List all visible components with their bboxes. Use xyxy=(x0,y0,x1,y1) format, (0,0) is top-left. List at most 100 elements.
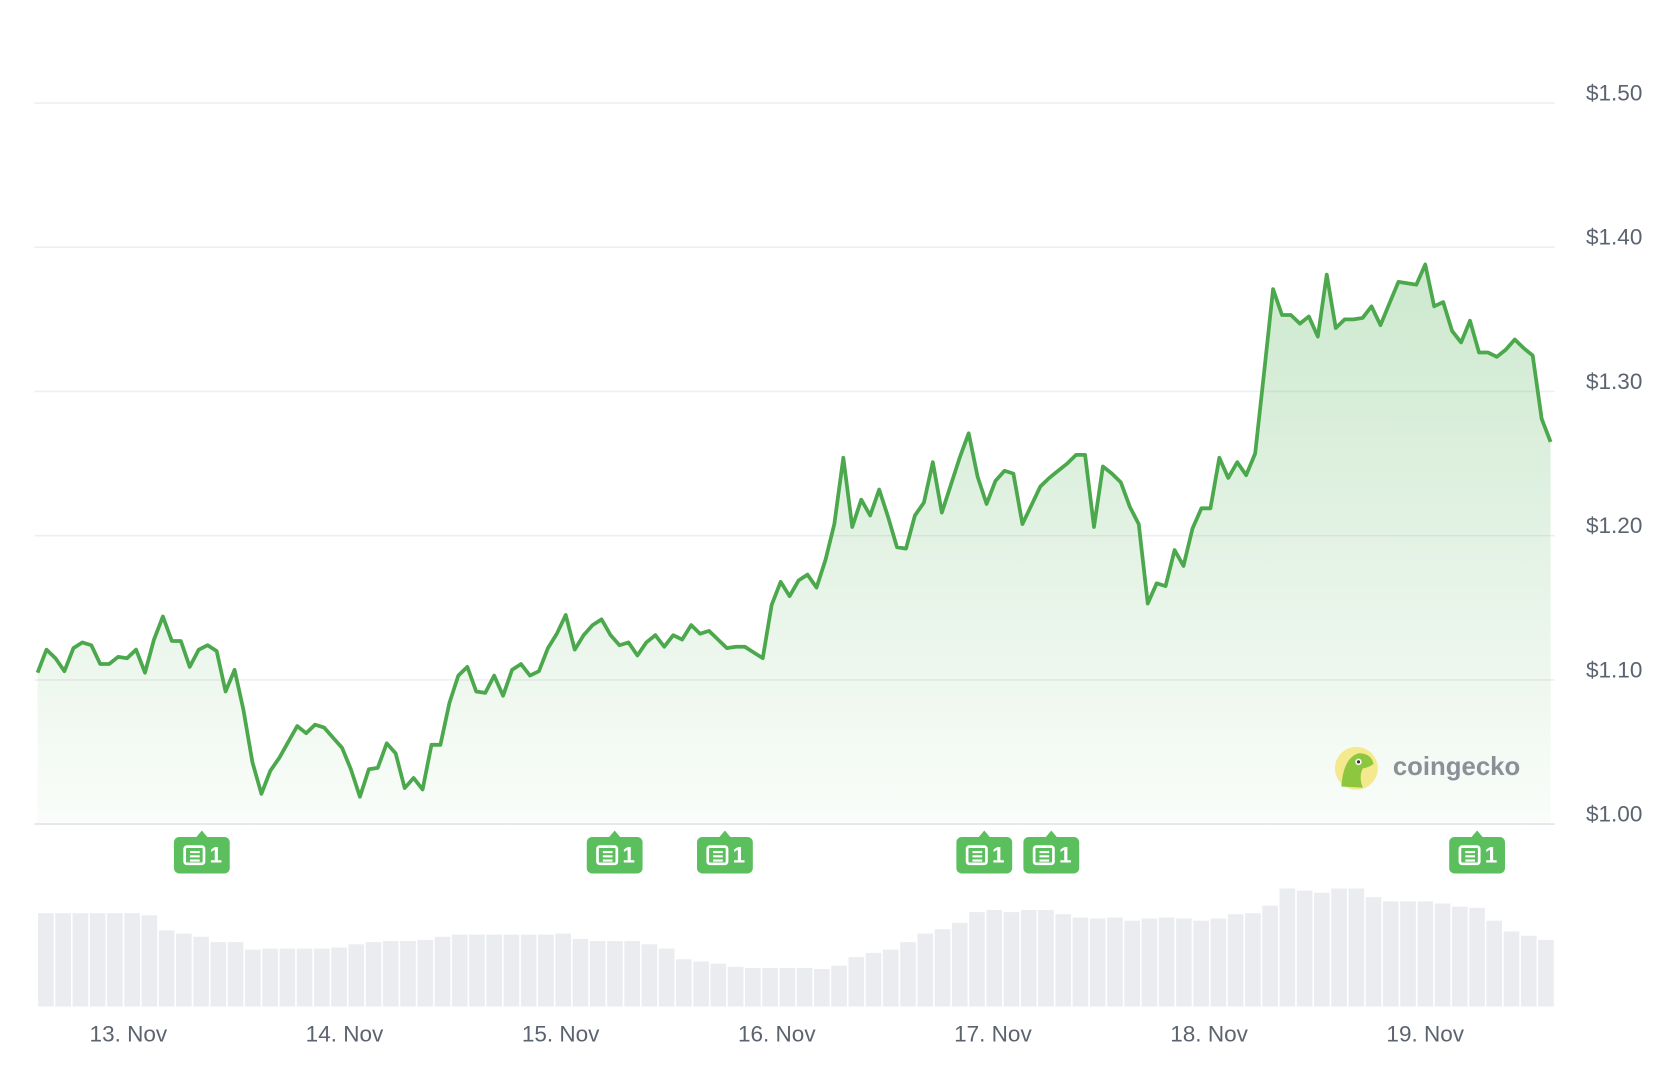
volume-bar xyxy=(382,941,399,1007)
x-tick-label: 18. Nov xyxy=(1170,1021,1248,1046)
y-tick-label: $1.30 xyxy=(1586,369,1642,394)
volume-bar xyxy=(934,929,951,1007)
volume-bar xyxy=(1469,907,1485,1007)
volume-bar xyxy=(313,948,330,1007)
volume-bar xyxy=(279,948,296,1007)
news-badge[interactable]: 1 xyxy=(173,830,230,874)
volume-bar xyxy=(1451,906,1468,1007)
news-badge[interactable]: 1 xyxy=(956,830,1013,874)
news-icon-lines xyxy=(1039,850,1050,862)
news-count: 1 xyxy=(1485,842,1498,867)
volume-bar xyxy=(796,967,813,1007)
volume-bar xyxy=(727,966,744,1007)
x-tick-label: 14. Nov xyxy=(306,1021,384,1046)
volume-bar xyxy=(814,968,830,1007)
news-badge[interactable]: 1 xyxy=(586,830,643,874)
volume-bar xyxy=(624,941,640,1007)
volume-bar xyxy=(124,913,140,1007)
volume-bar xyxy=(72,913,89,1007)
news-badge-pointer xyxy=(195,830,209,839)
volume-bar xyxy=(1020,909,1037,1007)
volume-bar xyxy=(882,949,899,1007)
y-tick-label: $1.10 xyxy=(1586,657,1642,682)
volume-bar xyxy=(1072,917,1089,1007)
volume-bar xyxy=(107,913,123,1007)
volume-bar xyxy=(1210,918,1227,1007)
news-icon-lines xyxy=(190,850,200,862)
news-count: 1 xyxy=(622,842,635,867)
price-area xyxy=(37,264,1551,825)
volume-bar xyxy=(779,967,796,1007)
volume-bar xyxy=(1382,901,1399,1007)
volume-bar xyxy=(572,938,589,1007)
volume-bar xyxy=(141,915,158,1007)
news-icon xyxy=(1458,845,1481,866)
volume-bar xyxy=(1296,890,1313,1007)
x-tick-label: 16. Nov xyxy=(738,1021,816,1046)
volume-bar xyxy=(1107,917,1123,1007)
volume-bar xyxy=(262,948,278,1007)
volume-bar xyxy=(1434,903,1451,1007)
volume-bar xyxy=(193,936,209,1007)
volume-bar xyxy=(1262,905,1278,1007)
volume-bar xyxy=(693,961,709,1007)
volume-bar xyxy=(486,934,503,1007)
volume-bar xyxy=(710,963,727,1007)
volume-bar xyxy=(227,942,244,1007)
volume-bar xyxy=(245,949,261,1007)
news-count: 1 xyxy=(1059,842,1072,867)
volume-bar xyxy=(555,933,572,1007)
price-line xyxy=(35,262,1553,799)
volume-bar xyxy=(762,967,778,1007)
volume-bar xyxy=(400,941,416,1007)
news-badge-pointer xyxy=(718,830,732,839)
news-icon-lines xyxy=(602,850,613,862)
volume-bar xyxy=(538,934,554,1007)
volume-bar xyxy=(38,913,54,1007)
volume-bar xyxy=(745,967,761,1007)
volume-bar xyxy=(951,922,968,1007)
volume-bar xyxy=(1089,918,1106,1007)
volume-bar xyxy=(1158,917,1175,1007)
news-badge[interactable]: 1 xyxy=(1449,830,1505,874)
x-tick-label: 15. Nov xyxy=(522,1021,600,1046)
volume-bar xyxy=(1348,888,1365,1007)
news-badge-pointer xyxy=(977,830,991,839)
volume-bar xyxy=(658,948,675,1007)
volume-bar xyxy=(1486,920,1503,1007)
volume-bar xyxy=(831,965,847,1007)
volume-bar xyxy=(1503,931,1520,1007)
news-count: 1 xyxy=(992,842,1005,867)
watermark-logo xyxy=(1334,746,1378,790)
news-icon xyxy=(706,845,729,866)
volume-bar xyxy=(158,930,175,1007)
volume-bar xyxy=(1055,914,1072,1007)
volume-bar xyxy=(89,913,106,1007)
volume-bar xyxy=(589,941,606,1007)
y-tick-label: $1.50 xyxy=(1586,80,1642,105)
volume-bar xyxy=(365,942,382,1007)
volume-bar xyxy=(865,952,882,1007)
volume-bar xyxy=(1331,888,1347,1007)
volume-bar xyxy=(917,933,934,1007)
x-tick-label: 17. Nov xyxy=(954,1021,1032,1046)
news-icon xyxy=(1032,845,1055,866)
news-icon xyxy=(596,845,619,866)
news-badge-pointer xyxy=(608,830,622,839)
watermark-text: coingecko xyxy=(1393,753,1520,781)
news-badge[interactable]: 1 xyxy=(1023,830,1080,874)
volume-bar xyxy=(1003,912,1020,1007)
news-icon xyxy=(183,845,206,866)
volume-bar xyxy=(900,942,916,1007)
volume-bar xyxy=(434,936,451,1007)
x-tick-label: 13. Nov xyxy=(90,1021,168,1046)
y-tick-label: $1.40 xyxy=(1586,225,1642,250)
news-badge[interactable]: 1 xyxy=(697,830,753,874)
volume-bar xyxy=(676,959,692,1007)
volume-bar xyxy=(969,912,985,1007)
volume-bar xyxy=(296,948,313,1007)
volume-bar xyxy=(1227,914,1244,1007)
volume-bar xyxy=(451,934,468,1007)
news-count: 1 xyxy=(210,842,223,867)
